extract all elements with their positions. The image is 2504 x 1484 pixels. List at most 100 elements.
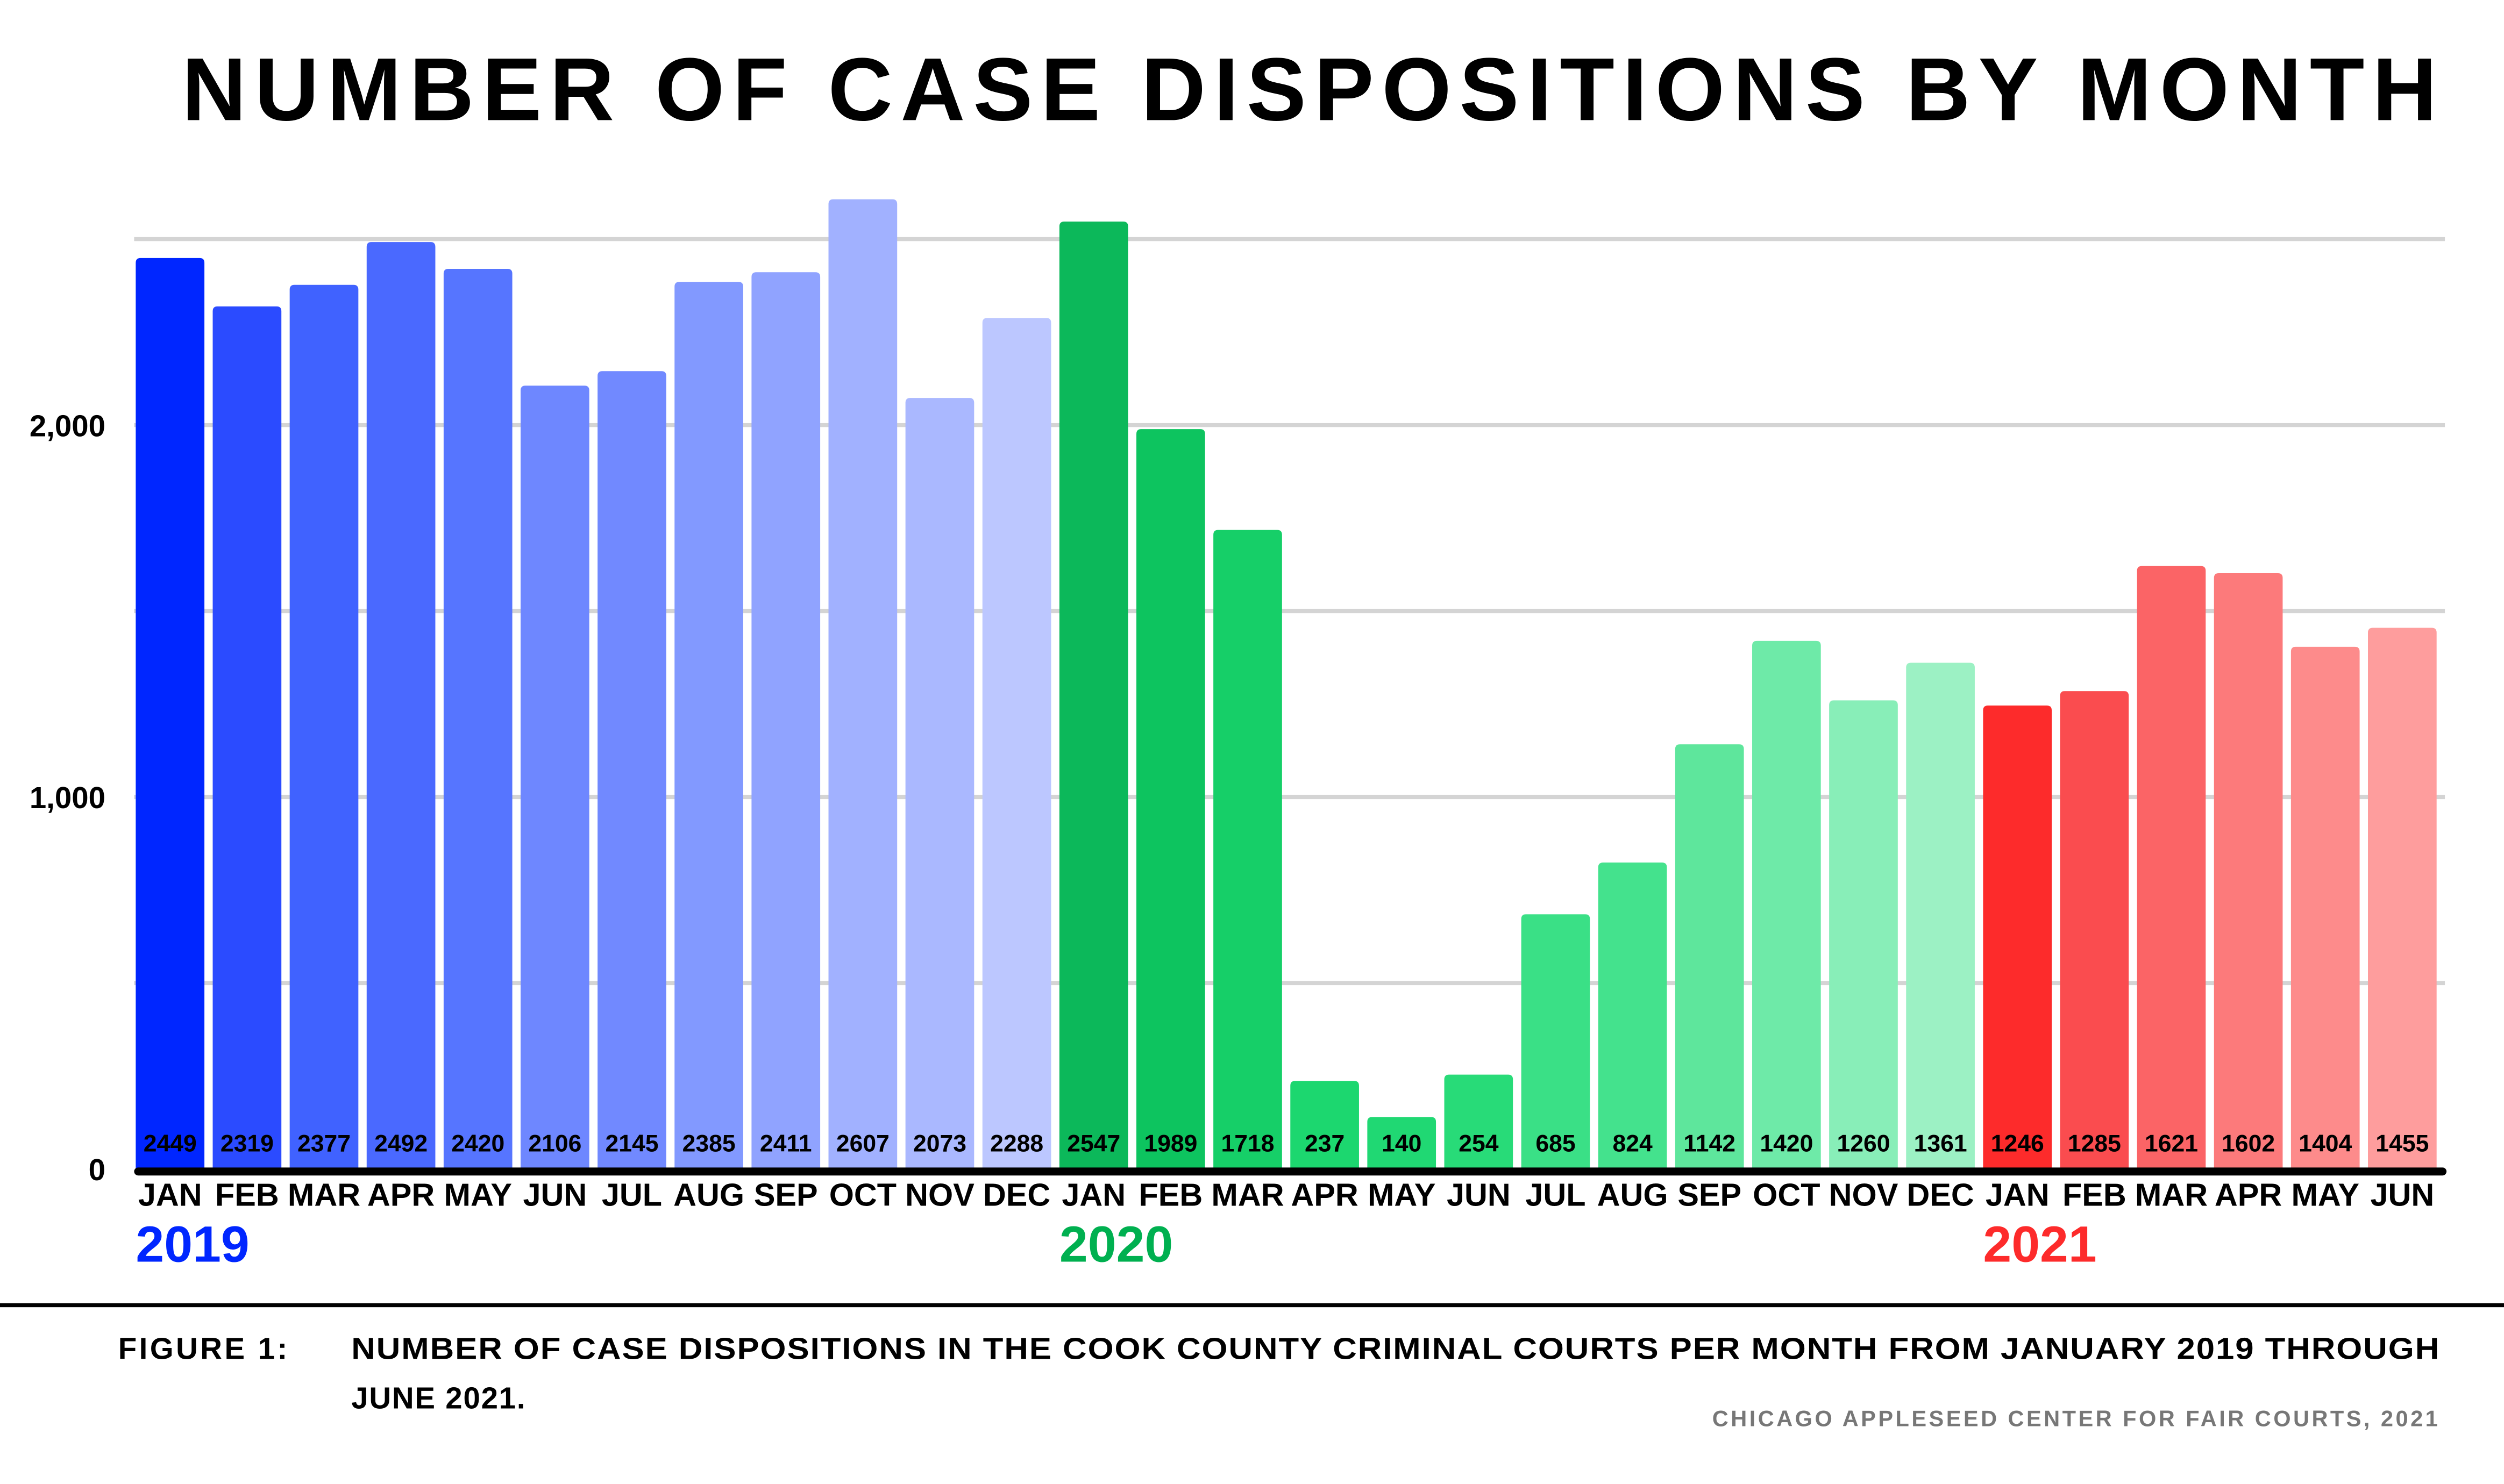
bars: 2449 2319 2377 2492 2420 2106 2145 2385 2411 2607… (136, 199, 2437, 1169)
caption-line-2: JUNE 2021. (351, 1381, 526, 1415)
bar (1290, 1081, 1359, 1169)
bar-value-label: 2319 (220, 1131, 274, 1157)
month-label: MAY (1368, 1177, 1436, 1213)
month-label: MAY (444, 1177, 512, 1213)
bar (289, 284, 359, 1169)
bar-value-label: 2073 (913, 1131, 966, 1157)
bar-value-label: 2411 (760, 1131, 812, 1157)
caption-divider (0, 1303, 2504, 1308)
bar-value-label: 1246 (1991, 1131, 2044, 1157)
bar-value-label: 2420 (451, 1131, 504, 1157)
month-label: OCT (1753, 1177, 1820, 1213)
year-label: 2020 (1059, 1216, 1173, 1273)
bar (366, 242, 436, 1169)
bar (1059, 222, 1128, 1169)
month-label: AUG (1597, 1177, 1668, 1213)
month-label: FEB (2062, 1177, 2126, 1213)
bar-value-label: 1260 (1837, 1131, 1890, 1157)
month-label: JAN (138, 1177, 202, 1213)
month-label: NOV (905, 1177, 974, 1213)
bar (2060, 691, 2129, 1169)
bar-value-label: 1621 (2145, 1131, 2198, 1157)
x-axis-line (134, 1167, 2447, 1176)
bar (982, 318, 1051, 1169)
month-label: JUN (2370, 1177, 2434, 1213)
month-label: MAR (2135, 1177, 2208, 1213)
bar (1983, 705, 2052, 1169)
bar-value-label: 2385 (682, 1131, 736, 1157)
bar (1521, 914, 1590, 1169)
month-label: FEB (215, 1177, 279, 1213)
bar (1752, 640, 1821, 1169)
month-label: MAY (2291, 1177, 2359, 1213)
month-label: APR (367, 1177, 435, 1213)
bar (674, 282, 743, 1169)
bar (1136, 429, 1205, 1169)
bar-value-label: 2288 (990, 1131, 1043, 1157)
month-label: JUL (602, 1177, 662, 1213)
bar (1213, 530, 1282, 1169)
month-label: MAR (1211, 1177, 1284, 1213)
caption-source: CHICAGO APPLESEED CENTER FOR FAIR COURTS… (1712, 1405, 2440, 1431)
gridlines (134, 237, 2445, 986)
bar (212, 306, 282, 1169)
month-label: FEB (1139, 1177, 1203, 1213)
bar (521, 386, 589, 1169)
month-label: APR (1291, 1177, 1358, 1213)
bar-value-label: 1285 (2068, 1131, 2121, 1157)
bar (2214, 573, 2283, 1169)
month-label: JUL (1525, 1177, 1585, 1213)
month-label: JAN (1986, 1177, 2050, 1213)
bar (597, 371, 666, 1169)
bar (905, 398, 974, 1169)
month-label: SEP (1677, 1177, 1741, 1213)
bar-value-label: 140 (1382, 1131, 1421, 1157)
bar (751, 272, 821, 1169)
bar-value-label: 1420 (1760, 1131, 1813, 1157)
bar-value-label: 2547 (1067, 1131, 1120, 1157)
year-label: 2021 (1983, 1216, 2096, 1273)
y-axis: 0 1,000 2,000 (30, 409, 105, 1187)
y-tick-label: 1,000 (30, 781, 105, 815)
month-label: MAR (288, 1177, 360, 1213)
chart-title: NUMBER OF CASE DISPOSITIONS BY MONTH (182, 39, 2445, 139)
bar (2368, 627, 2437, 1169)
month-label: NOV (1829, 1177, 1898, 1213)
y-tick-label: 2,000 (30, 409, 105, 443)
bar-value-label: 2377 (297, 1131, 351, 1157)
bar-value-label: 1989 (1144, 1131, 1197, 1157)
y-tick-label: 0 (89, 1153, 105, 1187)
month-label: APR (2215, 1177, 2282, 1213)
month-label: DEC (1907, 1177, 1974, 1213)
caption-line-1: NUMBER OF CASE DISPOSITIONS IN THE COOK … (351, 1332, 2440, 1366)
bar (1367, 1117, 1436, 1169)
bar-value-label: 2607 (836, 1131, 890, 1157)
bar (2137, 566, 2206, 1169)
bar (1906, 662, 1975, 1169)
bar-value-label: 1602 (2222, 1131, 2275, 1157)
caption-label: FIGURE 1: (118, 1332, 290, 1366)
bar-value-label: 1404 (2299, 1131, 2352, 1157)
year-labels: 2019 2020 2021 (136, 1216, 2096, 1273)
month-label: SEP (754, 1177, 818, 1213)
x-axis-labels: JAN FEB MAR APR MAY JUN JUL AUG SEP OCT NOV DEC JAN F… (138, 1177, 2434, 1213)
month-label: JUN (523, 1177, 587, 1213)
bar-value-label: 1455 (2375, 1131, 2429, 1157)
bar (443, 268, 513, 1169)
month-label: AUG (673, 1177, 744, 1213)
bar (1598, 862, 1667, 1169)
bar (1829, 700, 1898, 1169)
bar-value-label: 1361 (1914, 1131, 1967, 1157)
bar-value-label: 2492 (374, 1131, 428, 1157)
bar-value-label: 2106 (528, 1131, 581, 1157)
bar-value-label: 1718 (1221, 1131, 1274, 1157)
bar-value-label: 254 (1459, 1131, 1499, 1157)
bar-value-label: 1142 (1683, 1131, 1735, 1157)
month-label: JUN (1447, 1177, 1511, 1213)
year-label: 2019 (136, 1216, 249, 1273)
bar (2290, 646, 2360, 1169)
month-label: DEC (983, 1177, 1050, 1213)
bar-value-label: 824 (1612, 1131, 1653, 1157)
bar (136, 258, 205, 1169)
